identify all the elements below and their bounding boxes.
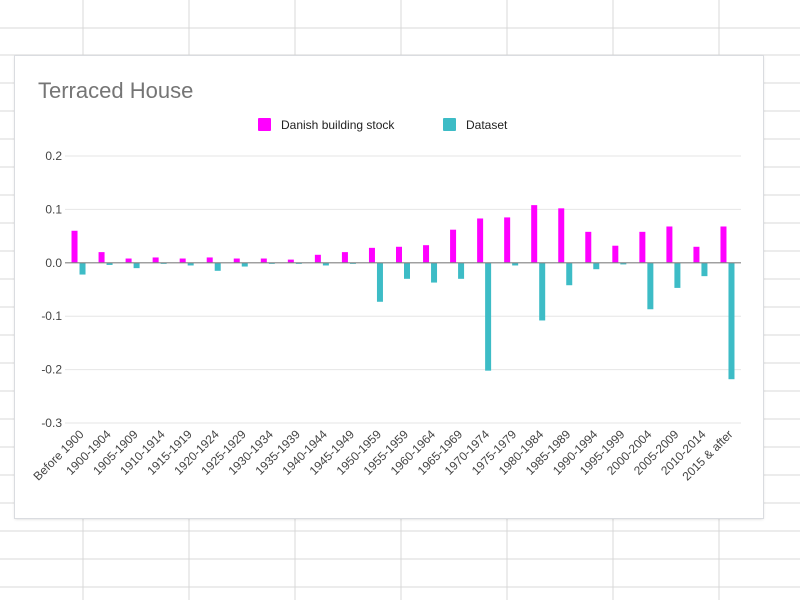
bar-dataset bbox=[674, 262, 681, 288]
bar-danish-building-stock bbox=[71, 230, 78, 263]
bar-dataset bbox=[701, 262, 708, 277]
legend-swatch-danish-building-stock bbox=[258, 118, 271, 131]
legend-swatch-dataset bbox=[443, 118, 456, 131]
bar-dataset bbox=[187, 262, 194, 266]
bar-dataset bbox=[431, 262, 438, 283]
bar-danish-building-stock bbox=[666, 226, 673, 263]
bar-danish-building-stock bbox=[233, 258, 240, 263]
bar-dataset bbox=[539, 262, 546, 321]
bar-danish-building-stock bbox=[314, 254, 321, 263]
bar-dataset bbox=[376, 262, 383, 302]
bar-dataset bbox=[566, 262, 573, 286]
bar-danish-building-stock bbox=[341, 252, 348, 263]
chart-card[interactable]: Terraced House Danish building stock Dat… bbox=[15, 56, 763, 518]
bar-danish-building-stock bbox=[450, 229, 457, 263]
bar-danish-building-stock bbox=[504, 217, 511, 263]
bar-dataset bbox=[593, 262, 600, 270]
bar-danish-building-stock bbox=[612, 245, 619, 263]
bar-danish-building-stock bbox=[396, 246, 402, 263]
legend-label-dataset: Dataset bbox=[466, 118, 508, 132]
chart-canvas: Terraced House Danish building stock Dat… bbox=[31, 78, 741, 483]
bar-danish-building-stock bbox=[260, 258, 267, 263]
legend-label-danish-building-stock: Danish building stock bbox=[281, 118, 395, 132]
bar-dataset bbox=[458, 262, 465, 279]
bar-danish-building-stock bbox=[206, 257, 213, 263]
bar-danish-building-stock bbox=[125, 258, 132, 263]
bar-dataset bbox=[106, 262, 113, 265]
bar-danish-building-stock bbox=[531, 205, 538, 263]
legend: Danish building stock Dataset bbox=[258, 118, 508, 132]
bar-dataset bbox=[241, 262, 248, 267]
bar-danish-building-stock bbox=[152, 257, 159, 263]
bar-danish-building-stock bbox=[368, 247, 375, 263]
y-tick-label: -0.3 bbox=[41, 416, 62, 430]
y-tick-label: 0.1 bbox=[45, 202, 62, 216]
chart-title: Terraced House bbox=[38, 78, 193, 103]
bar-danish-building-stock bbox=[585, 231, 592, 263]
y-tick-label: 0.0 bbox=[45, 256, 62, 270]
x-axis-tick-labels: Before 19001900-19041905-19091910-191419… bbox=[31, 427, 736, 483]
bars bbox=[71, 205, 735, 380]
bar-danish-building-stock bbox=[639, 231, 646, 263]
bar-dataset bbox=[512, 262, 519, 266]
bar-danish-building-stock bbox=[693, 246, 700, 263]
bar-dataset bbox=[322, 262, 329, 266]
bar-dataset bbox=[485, 262, 492, 371]
y-tick-label: 0.2 bbox=[45, 149, 62, 163]
gridlines bbox=[65, 155, 741, 424]
bar-dataset bbox=[620, 262, 627, 265]
y-axis-tick-labels: 0.2 0.1 0.0 -0.1 -0.2 -0.3 bbox=[41, 149, 62, 430]
bar-dataset bbox=[647, 262, 654, 310]
bar-danish-building-stock bbox=[179, 258, 186, 263]
y-tick-label: -0.2 bbox=[41, 363, 62, 377]
bar-dataset bbox=[214, 262, 221, 271]
bar-danish-building-stock bbox=[423, 245, 430, 263]
bar-dataset bbox=[79, 262, 86, 275]
bar-danish-building-stock bbox=[558, 208, 565, 263]
y-tick-label: -0.1 bbox=[41, 309, 62, 323]
bar-danish-building-stock bbox=[287, 259, 294, 263]
bar-dataset bbox=[404, 262, 410, 279]
bar-dataset bbox=[728, 262, 735, 380]
bar-danish-building-stock bbox=[98, 252, 105, 263]
bar-danish-building-stock bbox=[720, 226, 727, 263]
bar-danish-building-stock bbox=[477, 218, 484, 263]
bar-dataset bbox=[133, 262, 140, 269]
